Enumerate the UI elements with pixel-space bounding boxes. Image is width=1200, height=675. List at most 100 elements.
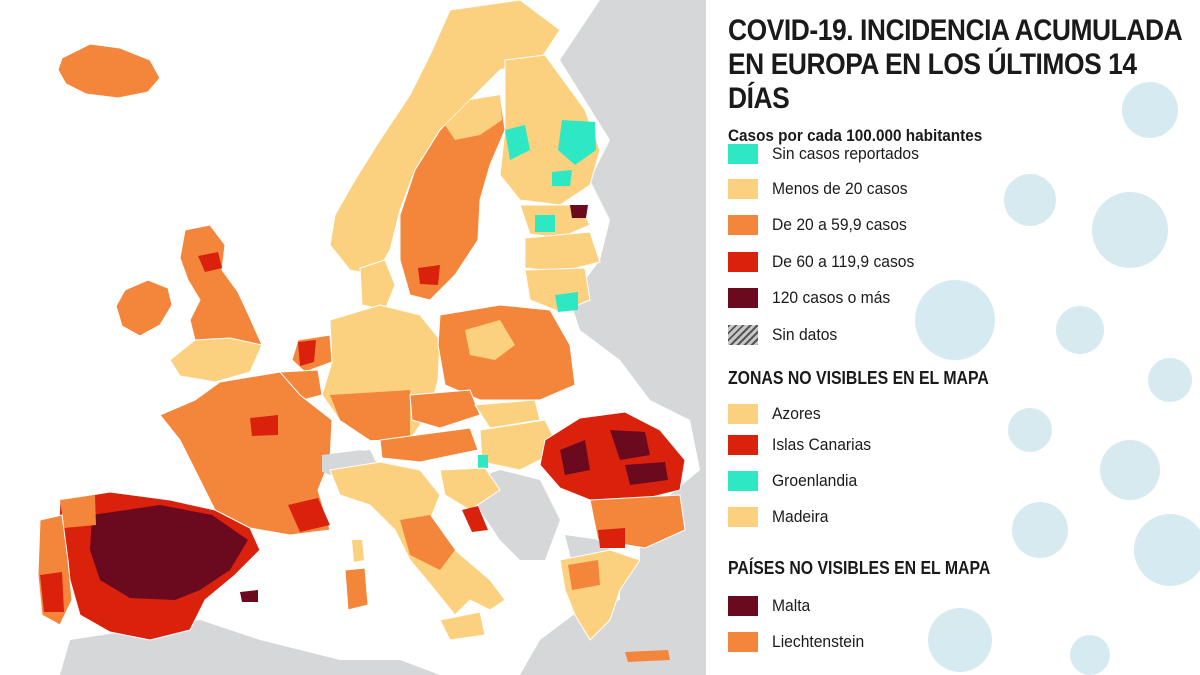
- legend-item-none: Sin casos reportados: [728, 142, 932, 166]
- legend-label: Sin datos: [772, 325, 838, 344]
- virus-icon: [1056, 306, 1104, 354]
- legend-swatch: [728, 632, 758, 652]
- legend-swatch: [728, 144, 758, 164]
- country-label: Malta: [772, 596, 811, 615]
- virus-icon: [1122, 82, 1178, 138]
- region-poland: [437, 304, 576, 401]
- region-austria: [379, 427, 479, 463]
- virus-icon: [1012, 502, 1068, 558]
- europe-map: [37, 0, 706, 675]
- region-portugal-high: [40, 572, 64, 612]
- region-greece-med: [568, 560, 600, 590]
- legend-label: De 20 a 59,9 casos: [772, 215, 907, 234]
- map-svg: [37, 0, 706, 675]
- region-italy-med: [400, 515, 455, 570]
- countries-heading: PAÍSES NO VISIBLES EN EL MAPA: [728, 558, 991, 578]
- region-estonia-none: [535, 215, 555, 232]
- zone-item-groenlandia: Groenlandia: [728, 469, 865, 493]
- region-slovenia-none: [478, 455, 488, 468]
- region-france-high2: [288, 498, 330, 532]
- zone-item-canarias: Islas Canarias: [728, 433, 880, 457]
- country-item-malta: Malta: [728, 594, 814, 618]
- map-title: COVID-19. INCIDENCIA ACUMULADA EN EUROPA…: [728, 14, 1186, 116]
- legend-swatch: [728, 471, 758, 491]
- virus-icon: [1092, 192, 1168, 268]
- region-czechia: [409, 389, 481, 429]
- zone-label: Islas Canarias: [772, 435, 872, 454]
- legend-label: De 60 a 119,9 casos: [772, 252, 915, 271]
- country-label: Liechtenstein: [772, 632, 865, 651]
- virus-icon: [1008, 408, 1052, 452]
- legend-swatch: [728, 507, 758, 527]
- region-sardinia: [344, 567, 369, 611]
- zone-label: Groenlandia: [772, 471, 858, 490]
- region-slovakia: [474, 399, 541, 429]
- legend-swatch: [728, 288, 758, 308]
- virus-decoration: [915, 82, 1200, 675]
- legend-label: Menos de 20 casos: [772, 179, 908, 198]
- legend-swatch: [728, 404, 758, 424]
- virus-icon: [1004, 174, 1056, 226]
- legend-item-high: De 60 a 119,9 casos: [728, 250, 927, 274]
- region-finland-none1: [505, 125, 530, 160]
- title-line-2: EN EUROPA EN LOS ÚLTIMOS 14 DÍAS: [728, 48, 1137, 115]
- region-sweden-high: [418, 265, 440, 285]
- legend-swatch: [728, 252, 758, 272]
- legend-panel: COVID-19. INCIDENCIA ACUMULADA EN EUROPA…: [728, 14, 1188, 146]
- region-sweden-north: [445, 95, 502, 140]
- legend-swatch: [728, 596, 758, 616]
- virus-icon: [1134, 514, 1200, 586]
- region-sicily: [439, 611, 486, 641]
- zone-item-azores: Azores: [728, 402, 825, 426]
- map-subtitle: Casos por cada 100.000 habitantes: [728, 126, 983, 145]
- region-denmark: [359, 259, 396, 311]
- zone-label: Azores: [772, 404, 821, 423]
- region-balearic: [240, 590, 258, 602]
- region-lithuania-none: [555, 292, 578, 312]
- region-sweden: [399, 94, 506, 301]
- region-romania-vh1: [560, 440, 590, 475]
- legend-item-very-high: 120 casos o más: [728, 286, 901, 310]
- zones-heading: ZONAS NO VISIBLES EN EL MAPA: [728, 368, 989, 388]
- region-uk-south: [169, 337, 263, 383]
- virus-icon: [928, 608, 992, 672]
- region-poland-low: [465, 320, 515, 360]
- region-scotland-high: [198, 252, 222, 272]
- virus-icon: [1148, 358, 1192, 402]
- legend-swatch: [728, 215, 758, 235]
- legend-item-medium: De 20 a 59,9 casos: [728, 213, 918, 237]
- region-france-high1: [250, 415, 278, 436]
- region-ireland: [115, 279, 173, 337]
- region-corsica: [352, 540, 364, 562]
- legend-item-low: Menos de 20 casos: [728, 177, 919, 201]
- region-spain-north-med: [60, 495, 96, 528]
- legend-item-no-data: Sin datos: [728, 323, 843, 347]
- region-estonia-high: [570, 205, 588, 218]
- region-latvia: [524, 231, 601, 273]
- region-crete: [625, 650, 670, 662]
- country-item-liechtenstein: Liechtenstein: [728, 630, 872, 654]
- legend-swatch: [728, 179, 758, 199]
- region-croatia-high: [462, 506, 488, 532]
- region-netherlands-high: [298, 340, 316, 366]
- legend-label: Sin casos reportados: [772, 144, 919, 163]
- region-romania-vh2: [610, 430, 650, 460]
- region-finland-none2: [558, 120, 596, 165]
- region-croatia: [439, 467, 501, 511]
- region-romania-vh3: [625, 462, 668, 485]
- region-spain-vh: [90, 505, 248, 600]
- region-iceland: [57, 43, 161, 99]
- region-finland-none3: [552, 170, 572, 186]
- region-bulgaria-high: [598, 528, 625, 548]
- virus-icon: [1100, 440, 1160, 500]
- legend-label: 120 casos o más: [772, 288, 891, 307]
- zone-item-madeira: Madeira: [728, 505, 833, 529]
- legend-swatch: [728, 435, 758, 455]
- region-finland: [499, 54, 601, 206]
- legend-swatch-hatch: [728, 325, 758, 345]
- region-france: [159, 371, 333, 536]
- zone-label: Madeira: [772, 507, 829, 526]
- virus-icon: [915, 280, 995, 360]
- legend-items: Sin casos reportados Menos de 20 casos D…: [728, 0, 1188, 675]
- virus-icon: [1070, 635, 1110, 675]
